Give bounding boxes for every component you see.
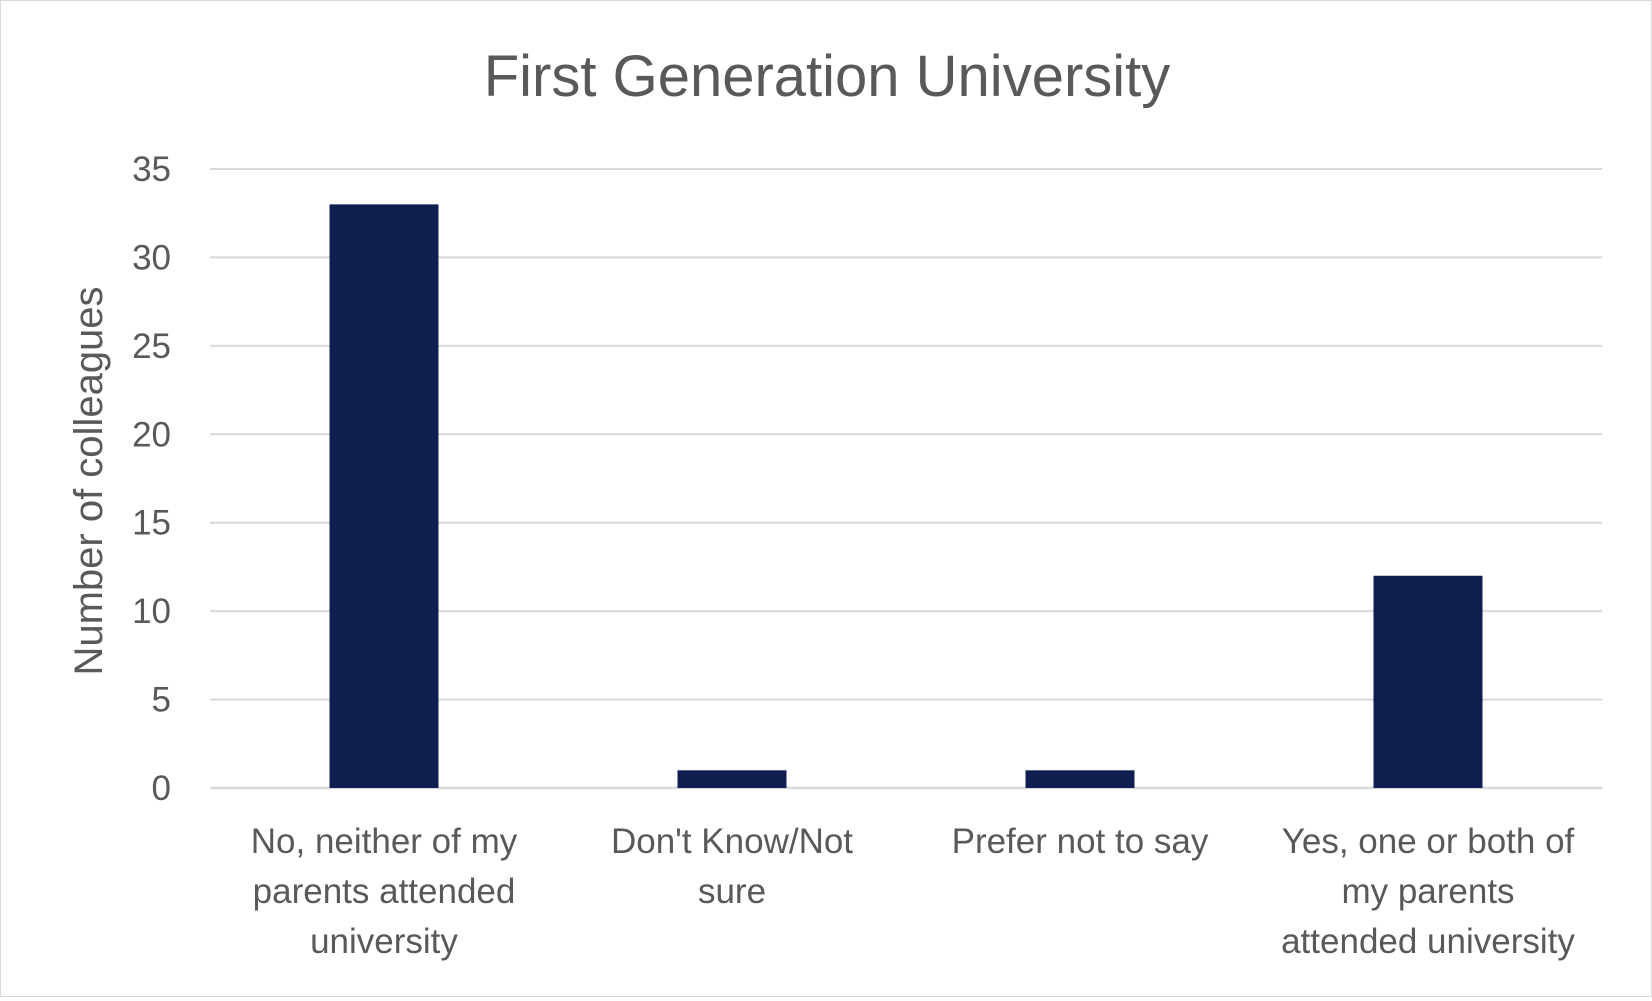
x-category-label-line: attended university xyxy=(1281,922,1575,961)
chart-title: First Generation University xyxy=(484,44,1171,109)
x-category-label: No, neither of my parents attended univers… xyxy=(251,822,518,961)
bar xyxy=(677,770,787,788)
y-tick-label: 25 xyxy=(132,327,171,366)
x-category-label-line: Don't Know/Not xyxy=(611,822,853,861)
y-axis-ticks: 0 5 10 15 20 25 30 35 xyxy=(132,150,171,808)
x-category-label-line: Prefer not to say xyxy=(952,822,1209,861)
x-category-label: Don't Know/Not sure xyxy=(611,822,853,911)
gridlines xyxy=(210,168,1602,790)
bar xyxy=(1373,575,1483,788)
y-tick-label: 0 xyxy=(152,769,171,808)
y-tick-label: 35 xyxy=(132,150,171,189)
x-category-label-line: my parents xyxy=(1341,872,1514,911)
bar xyxy=(1025,770,1135,788)
y-tick-label: 15 xyxy=(132,504,171,543)
y-tick-label: 20 xyxy=(132,415,171,454)
bars xyxy=(329,204,1483,788)
y-tick-label: 30 xyxy=(132,238,171,277)
x-category-label-line: sure xyxy=(698,872,766,911)
x-category-label-line: university xyxy=(310,922,458,961)
x-axis-labels: No, neither of my parents attended univers… xyxy=(251,822,1576,961)
x-category-label-line: No, neither of my xyxy=(251,822,518,861)
y-axis-title: Number of colleagues xyxy=(67,286,111,675)
x-category-label-line: Yes, one or both of xyxy=(1282,822,1575,861)
x-category-label: Yes, one or both of my parents attended un… xyxy=(1281,822,1575,961)
x-category-label-line: parents attended xyxy=(253,872,516,911)
y-tick-label: 10 xyxy=(132,592,171,631)
y-tick-label: 5 xyxy=(152,681,171,720)
x-category-label: Prefer not to say xyxy=(952,822,1209,861)
bar xyxy=(329,204,439,788)
